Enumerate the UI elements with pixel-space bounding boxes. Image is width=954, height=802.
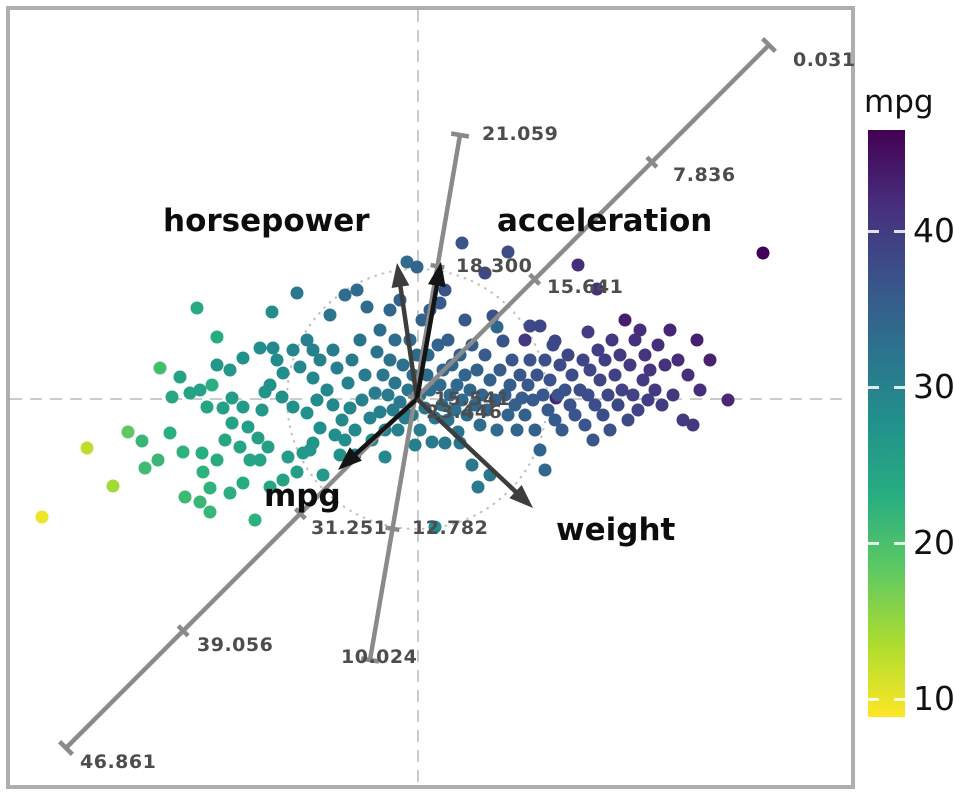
mpg-axis-tick-label: 46.861 [80, 751, 157, 773]
acceleration-axis-tick-label: 15.541 [434, 388, 511, 410]
acceleration-axis-tick-label: 12.782 [412, 517, 489, 539]
colorbar-tick-mark [868, 386, 879, 389]
acceleration-axis-tick-label: 10.024 [341, 646, 418, 668]
colorbar-tick-mark [894, 698, 905, 701]
acceleration-arrow-label: acceleration [497, 203, 713, 239]
colorbar-tick-label: 30 [913, 367, 954, 406]
colorbar-tick-mark [868, 542, 879, 545]
mpg-axis-tick-label: 7.836 [673, 164, 736, 186]
colorbar-tick-label: 10 [913, 679, 954, 718]
colorbar-tick-mark [894, 386, 905, 389]
plot-panel [6, 6, 855, 789]
colorbar-tick-mark [894, 542, 905, 545]
mpg-axis-tick-label: 15.641 [547, 276, 624, 298]
acceleration-axis-tick-label: 21.059 [482, 123, 559, 145]
mpg-axis-tick-label: 23.446 [426, 401, 503, 423]
colorbar-tick-label: 40 [913, 211, 954, 250]
colorbar-tick-mark [868, 230, 879, 233]
horsepower-arrow-label: horsepower [163, 203, 370, 239]
acceleration-axis-tick-label: 18.300 [456, 255, 533, 277]
mpg-axis-tick-label: 0.031 [793, 49, 856, 71]
colorbar-title: mpg [864, 84, 934, 120]
mpg-arrow-label: mpg [264, 478, 341, 514]
mpg-axis-tick-label: 39.056 [197, 634, 274, 656]
colorbar-tick-mark [868, 698, 879, 701]
colorbar-gradient [868, 130, 905, 717]
mpg-axis-tick-label: 31.251 [311, 517, 388, 539]
colorbar-tick-label: 20 [913, 523, 954, 562]
colorbar-tick-mark [894, 230, 905, 233]
weight-arrow-label: weight [556, 512, 676, 548]
